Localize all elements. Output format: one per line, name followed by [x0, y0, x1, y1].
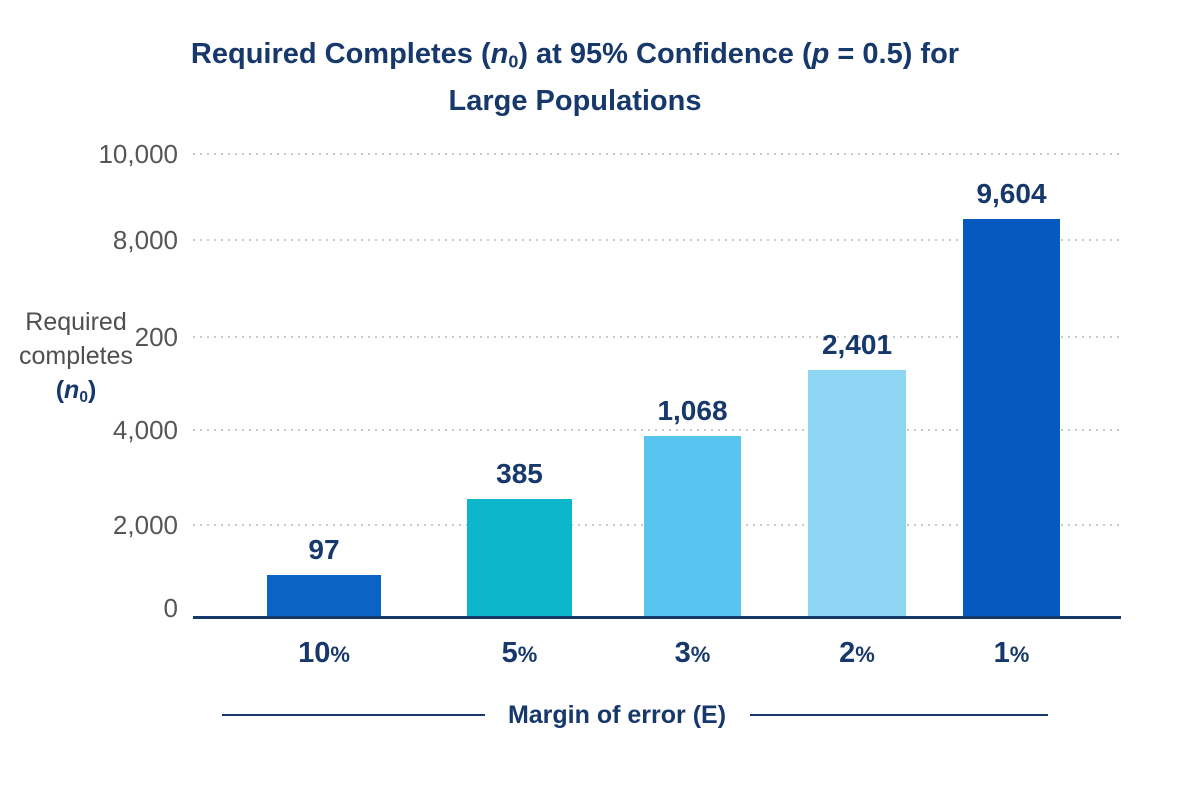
x-tick-number: 10: [298, 637, 331, 669]
bar-value-label: 9,604: [976, 178, 1047, 209]
bar-1pct: [963, 219, 1060, 618]
bar-value-label: 385: [496, 458, 543, 489]
bar-3pct: [644, 436, 741, 618]
y-axis-title-line-2: completes: [19, 342, 133, 370]
x-axis-title-rule-left: [222, 714, 485, 716]
bar-5pct: [467, 499, 572, 618]
percent-sign: %: [855, 642, 875, 667]
y-tick-label: 4,000: [112, 415, 178, 445]
chart-title-line-2: Large Populations: [448, 85, 702, 118]
percent-sign: %: [330, 642, 350, 667]
y-tick-label: 2,000: [112, 510, 178, 540]
bar-value-label: 2,401: [821, 329, 893, 360]
percent-sign: %: [1009, 642, 1030, 667]
chart-title: Required Completes (n0) at 95% Confidenc…: [0, 34, 1150, 121]
y-axis-title-line-1: Required: [25, 308, 127, 336]
x-tick-label: 10%: [254, 636, 394, 672]
chart-title-line-1: Required Completes (n0) at 95% Confidenc…: [190, 38, 960, 72]
gridline: [193, 239, 1121, 241]
y-tick-label: 0: [163, 593, 178, 623]
x-tick-number: 1: [993, 637, 1010, 669]
bar-value-label: 97: [308, 534, 340, 565]
y-tick-label: 10,000: [98, 139, 178, 169]
x-axis-line: [193, 616, 1121, 619]
x-tick-number: 2: [839, 637, 856, 669]
percent-sign: %: [690, 642, 711, 667]
bar-2pct: [808, 370, 906, 618]
gridline: [193, 429, 1121, 431]
y-axis-title-math: (n0): [55, 376, 97, 406]
gridline: [193, 336, 1121, 338]
x-axis-title: Margin of error (E): [507, 701, 727, 729]
bar-10pct: [267, 575, 381, 618]
x-tick-label: 2%: [787, 636, 927, 672]
x-tick-label: 3%: [623, 636, 763, 672]
x-tick-number: 3: [674, 637, 691, 669]
x-axis-title-row: Margin of error (E): [0, 700, 1200, 734]
percent-sign: %: [517, 642, 538, 667]
x-axis-title-rule-right: [750, 714, 1048, 716]
x-tick-label: 1%: [942, 636, 1082, 672]
gridline: [193, 153, 1121, 155]
x-tick-number: 5: [501, 637, 518, 669]
y-tick-label: 8,000: [112, 225, 178, 255]
y-tick-label: 200: [134, 322, 178, 352]
x-tick-label: 5%: [450, 636, 590, 672]
bar-value-label: 1,068: [657, 395, 728, 426]
y-axis-title: Required completes (n0): [5, 305, 147, 415]
